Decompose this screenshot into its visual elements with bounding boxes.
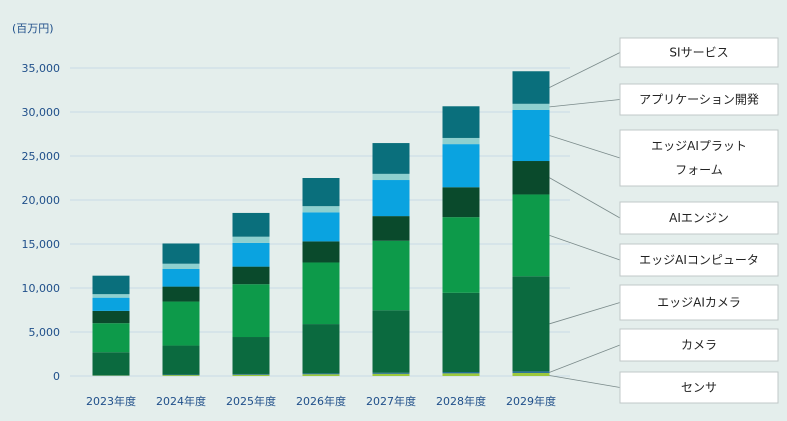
- bar-segment: [372, 373, 410, 376]
- bar-segment: [302, 206, 340, 213]
- bar-segment: [512, 372, 550, 376]
- y-tick-label: 15,000: [22, 238, 61, 251]
- x-tick-label: 2023年度: [86, 394, 136, 408]
- bar-segment: [232, 284, 270, 338]
- y-tick-label: 0: [53, 370, 60, 383]
- bar-segment: [302, 324, 340, 374]
- legend-connector: [549, 234, 621, 261]
- y-tick-label: 25,000: [22, 150, 61, 163]
- x-tick-label: 2025年度: [226, 394, 276, 408]
- legend-label: カメラ: [681, 338, 717, 352]
- legend-box: [619, 83, 779, 116]
- bar-segment: [372, 372, 410, 374]
- legend-label: AIエンジン: [669, 211, 729, 225]
- bar-segment: [512, 103, 550, 110]
- bar-segment: [372, 310, 410, 373]
- bar-segment: [442, 217, 480, 293]
- bar-segment: [232, 374, 270, 376]
- y-tick-label: 20,000: [22, 194, 61, 207]
- bar-segment: [302, 262, 340, 325]
- legend-label: エッジAIコンピュータ: [639, 253, 759, 267]
- legend-box: [619, 129, 779, 187]
- bar-segment: [442, 373, 480, 376]
- legend-connector: [549, 344, 621, 373]
- bar-segment: [512, 109, 550, 162]
- legend-box: [619, 201, 779, 235]
- y-tick-label: 10,000: [22, 282, 61, 295]
- bar-segment: [162, 345, 200, 375]
- legend-box: [619, 37, 779, 68]
- bar-segment: [232, 373, 270, 375]
- bar-segment: [232, 242, 270, 267]
- x-tick-label: 2024年度: [156, 394, 206, 408]
- bar-segment: [162, 375, 200, 376]
- bar-segment: [232, 337, 270, 374]
- bar-segment: [442, 187, 480, 218]
- bar-segment: [512, 194, 550, 277]
- unit-label: (百万円): [12, 22, 54, 35]
- bar-segment: [162, 268, 200, 287]
- legend-connector: [549, 177, 621, 219]
- bar-segment: [92, 275, 130, 295]
- legend-box: [619, 284, 779, 321]
- bar-segment: [512, 371, 550, 373]
- bar-segment: [442, 137, 480, 145]
- bar-segment: [442, 144, 480, 188]
- legend-connector: [549, 135, 621, 159]
- bar-segment: [92, 323, 130, 353]
- bar-segment: [512, 276, 550, 372]
- bar-segment: [512, 71, 550, 104]
- bar-segment: [92, 294, 130, 298]
- bar-segment: [442, 372, 480, 374]
- bar-segment: [232, 236, 270, 243]
- y-tick-label: 30,000: [22, 106, 61, 119]
- bar-segment: [162, 286, 200, 302]
- legend-connector: [549, 375, 621, 388]
- legend-label: エッジAIカメラ: [657, 296, 741, 310]
- legend-label: センサ: [681, 381, 717, 395]
- x-tick-label: 2026年度: [296, 394, 346, 408]
- legend-box: [619, 243, 779, 277]
- bar-segment: [302, 373, 340, 375]
- bar-segment: [442, 106, 480, 138]
- bar-segment: [372, 240, 410, 311]
- bar-segment: [302, 374, 340, 376]
- legend-connector: [549, 52, 621, 88]
- bar-segment: [232, 212, 270, 237]
- legend-box: [619, 371, 779, 404]
- legend-label: SIサービス: [669, 46, 728, 60]
- legend-connector: [549, 302, 621, 325]
- legend-label: エッジAIプラット: [651, 139, 747, 153]
- bar-segment: [372, 173, 410, 181]
- bar-segment: [162, 374, 200, 376]
- bar-segment: [162, 301, 200, 346]
- legend-connector: [549, 99, 621, 108]
- bar-segment: [372, 216, 410, 241]
- legend-box: [619, 328, 779, 362]
- y-tick-label: 5,000: [29, 326, 61, 339]
- bar-segment: [232, 266, 270, 285]
- x-tick-label: 2027年度: [366, 394, 416, 408]
- bar-segment: [302, 212, 340, 242]
- bar-segment: [302, 241, 340, 263]
- bar-segment: [512, 161, 550, 195]
- bar-segment: [162, 243, 200, 264]
- y-tick-label: 35,000: [22, 62, 61, 75]
- legend-label: フォーム: [675, 163, 723, 177]
- legend-label: アプリケーション開発: [639, 93, 759, 107]
- bar-segment: [92, 297, 130, 311]
- x-tick-label: 2028年度: [436, 394, 486, 408]
- bar-segment: [92, 352, 130, 376]
- bar-segment: [372, 180, 410, 217]
- bar-segment: [162, 263, 200, 269]
- x-tick-label: 2029年度: [506, 394, 556, 408]
- bar-segment: [442, 292, 480, 373]
- bar-segment: [372, 143, 410, 174]
- bar-segment: [92, 310, 130, 324]
- bar-segment: [302, 178, 340, 207]
